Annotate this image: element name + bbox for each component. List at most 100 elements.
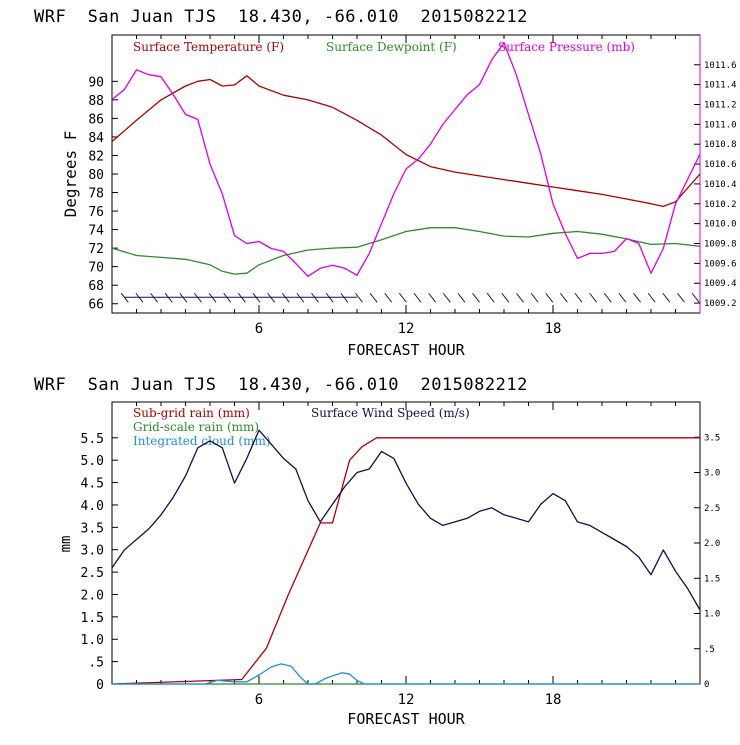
y-tick-label: 3.0 bbox=[81, 544, 104, 559]
series-line-surface-wind-speed-m-s- bbox=[111, 429, 701, 611]
wind-barb bbox=[340, 292, 349, 303]
x-tick-label: 6 bbox=[255, 692, 263, 708]
series-line-surface-temperature-f- bbox=[111, 75, 701, 208]
temperature-panel: WRF San Juan TJS 18.430, -66.010 2015082… bbox=[34, 7, 737, 359]
wind-barb bbox=[589, 292, 598, 303]
y2-tick-label: 1011.6 bbox=[704, 61, 737, 71]
wind-barb bbox=[194, 292, 202, 303]
panel1-ticks: 6 12 18 66 68 70 72 74 76 78 80 82 84 86 88 90 1009.2 100… bbox=[88, 35, 737, 337]
panel1-x-axis-label: FORECAST HOUR bbox=[347, 341, 465, 359]
y-tick-label: .5 bbox=[88, 656, 104, 671]
wind-barb bbox=[633, 292, 641, 303]
y-tick-label: 0 bbox=[96, 678, 104, 693]
y2-tick-label: 1010.6 bbox=[704, 160, 737, 170]
y2-tick-label: 1011.0 bbox=[704, 120, 737, 130]
wind-barb bbox=[647, 292, 656, 303]
wind-barb bbox=[237, 292, 246, 303]
y2-tick-label: 1.0 bbox=[704, 610, 720, 620]
legend-surface-temperature: Surface Temperature (F) bbox=[133, 40, 284, 54]
x-tick-label: 6 bbox=[255, 321, 263, 337]
wind-barb bbox=[691, 292, 700, 303]
wind-barb bbox=[472, 292, 480, 303]
wind-barb bbox=[296, 292, 305, 303]
y-tick-label: 2.0 bbox=[81, 588, 104, 603]
wind-barb bbox=[603, 292, 612, 303]
wind-barb bbox=[428, 292, 437, 303]
y-tick-label: 76 bbox=[88, 205, 104, 220]
panel1-title: WRF San Juan TJS 18.430, -66.010 2015082… bbox=[34, 7, 528, 27]
y2-tick-label: .5 bbox=[704, 645, 715, 655]
legend-integrated-cloud: Integrated cloud (mm) bbox=[133, 434, 271, 448]
y2-tick-label: 2.5 bbox=[704, 504, 720, 514]
wind-barb bbox=[179, 292, 188, 303]
legend-sub-grid-rain: Sub-grid rain (mm) bbox=[133, 406, 250, 420]
x-tick-label: 18 bbox=[545, 321, 562, 337]
precipitation-panel: WRF San Juan TJS 18.430, -66.010 2015082… bbox=[34, 375, 720, 728]
wind-barb bbox=[398, 292, 407, 303]
y2-tick-label: 1010.8 bbox=[704, 140, 737, 150]
panel2-x-axis-label: FORECAST HOUR bbox=[347, 710, 465, 728]
y-tick-label: 72 bbox=[88, 242, 104, 257]
wind-barb bbox=[516, 292, 524, 303]
y-tick-label: 84 bbox=[88, 131, 104, 146]
panel2-series bbox=[111, 429, 701, 685]
wind-barb bbox=[150, 292, 158, 303]
wind-barb bbox=[486, 292, 495, 303]
y-tick-label: 3.5 bbox=[81, 521, 104, 536]
wind-barb bbox=[384, 292, 393, 303]
y2-tick-label: 1011.2 bbox=[704, 101, 737, 111]
wind-barb bbox=[208, 292, 217, 303]
y2-tick-label: 1010.0 bbox=[704, 220, 737, 230]
series-line-integrated-cloud-mm- bbox=[112, 663, 700, 685]
wind-barb bbox=[559, 292, 568, 303]
legend-surface-pressure: Surface Pressure (mb) bbox=[498, 40, 635, 54]
wind-barb bbox=[501, 292, 510, 303]
wind-barb bbox=[618, 292, 627, 303]
y-tick-label: 90 bbox=[88, 75, 104, 90]
y-tick-label: 1.0 bbox=[81, 633, 104, 648]
wind-barb bbox=[281, 292, 290, 303]
y2-tick-label: 2.0 bbox=[704, 539, 720, 549]
panel1-frame bbox=[111, 34, 701, 314]
wind-barb bbox=[369, 292, 378, 303]
y2-tick-label: 1009.6 bbox=[704, 259, 737, 269]
y-tick-label: 2.5 bbox=[81, 566, 104, 581]
wind-barb bbox=[325, 292, 334, 303]
wind-barb bbox=[545, 292, 554, 303]
wind-barb bbox=[530, 292, 539, 303]
y-tick-label: 5.0 bbox=[81, 454, 104, 469]
y-tick-label: 82 bbox=[88, 149, 104, 164]
wind-barb bbox=[223, 292, 232, 303]
x-tick-label: 12 bbox=[398, 321, 415, 337]
wind-barb bbox=[355, 292, 363, 303]
y2-tick-label: 1009.8 bbox=[704, 240, 737, 250]
y-tick-label: 80 bbox=[88, 168, 104, 183]
wind-barb bbox=[662, 292, 671, 303]
panel1-series bbox=[111, 42, 701, 303]
wind-barb bbox=[267, 292, 276, 303]
wind-barb bbox=[135, 292, 144, 303]
y2-tick-label: 1010.4 bbox=[704, 180, 737, 190]
y-tick-label: 78 bbox=[88, 187, 104, 202]
panel2-title: WRF San Juan TJS 18.430, -66.010 2015082… bbox=[34, 375, 528, 395]
y2-tick-label: 1009.4 bbox=[704, 279, 737, 289]
series-line-surface-dewpoint-f- bbox=[111, 227, 701, 275]
y-tick-label: 4.0 bbox=[81, 499, 104, 514]
legend-grid-scale-rain: Grid-scale rain (mm) bbox=[133, 420, 259, 434]
y-tick-label: 74 bbox=[88, 224, 104, 239]
y-tick-label: 4.5 bbox=[81, 477, 104, 492]
wind-barb bbox=[413, 292, 422, 303]
y-tick-label: 86 bbox=[88, 112, 104, 127]
wind-barb bbox=[457, 292, 466, 303]
wind-barb bbox=[574, 292, 583, 303]
y-tick-label: 66 bbox=[88, 298, 104, 313]
y2-tick-label: 1.5 bbox=[704, 574, 720, 584]
y2-tick-label: 0 bbox=[704, 680, 709, 690]
panel1-y-axis-label: Degrees F bbox=[61, 131, 80, 218]
y-tick-label: 70 bbox=[88, 261, 104, 276]
y2-tick-label: 1009.2 bbox=[704, 299, 737, 309]
y-tick-label: 68 bbox=[88, 279, 104, 294]
wind-barb bbox=[120, 292, 129, 303]
y2-tick-label: 1010.2 bbox=[704, 200, 737, 210]
